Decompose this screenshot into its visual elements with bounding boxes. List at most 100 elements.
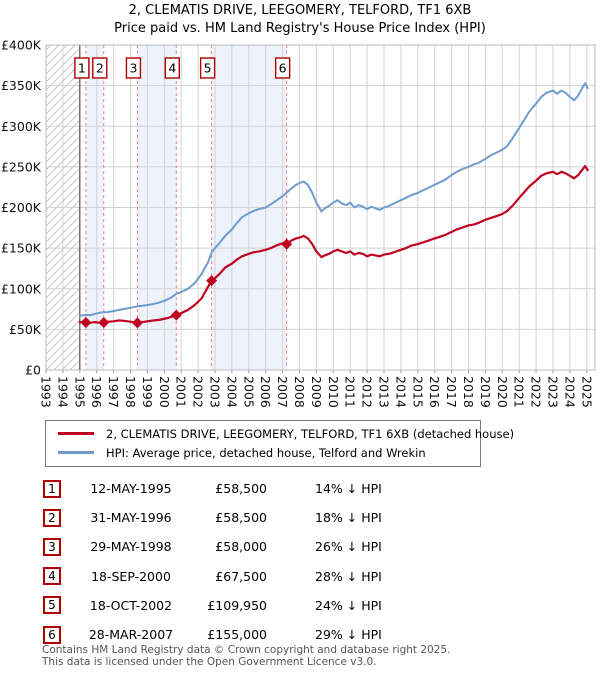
legend-label: HPI: Average price, detached house, Telf… — [106, 445, 426, 460]
x-tick-label: 2008 — [292, 376, 307, 408]
sale-price: £67,500 — [215, 568, 267, 584]
x-tick-label: 2016 — [427, 376, 442, 408]
legend-label: 2, CLEMATIS DRIVE, LEEGOMERY, TELFORD, T… — [106, 426, 515, 441]
sale-marker — [131, 317, 143, 329]
x-tick-label: 1999 — [140, 376, 155, 408]
sale-hpi-difference: 24% ↓ HPI — [315, 597, 382, 613]
sale-number-badge: 6 — [43, 625, 61, 644]
sale-number-box — [125, 57, 142, 79]
sale-hpi-difference: 18% ↓ HPI — [315, 510, 382, 526]
x-tick-label: 2002 — [191, 376, 206, 408]
x-tick-label: 2015 — [410, 376, 425, 408]
sale-hpi-difference: 14% ↓ HPI — [315, 481, 382, 497]
x-tick-label: 2023 — [546, 376, 561, 408]
sale-date: 12-MAY-1995 — [90, 481, 172, 497]
x-tick-label: 2009 — [309, 376, 324, 408]
sale-number-badge: 3 — [43, 537, 61, 556]
price-chart: 1 2 3 4 5 6 £0 £50K £100K £150K £200K £250K £300K £35… — [1, 40, 596, 408]
sale-date: 29-MAY-1998 — [90, 539, 172, 555]
x-tick-label: 2024 — [562, 376, 577, 408]
hpi-line — [78, 82, 589, 317]
sale-marker — [206, 275, 218, 287]
sale-number-box — [199, 57, 216, 79]
license-footer: Contains HM Land Registry data © Crown c… — [42, 644, 450, 668]
x-tick-label: 2022 — [529, 376, 544, 408]
sale-marker — [98, 316, 110, 328]
sale-number-box — [92, 57, 108, 79]
x-tick-label: 2017 — [444, 376, 459, 408]
sale-number-label: 6 — [279, 61, 287, 76]
sale-number-box — [274, 57, 291, 79]
sale-price: £58,500 — [215, 510, 267, 526]
footer-line-2: This data is licensed under the Open Gov… — [42, 655, 377, 668]
table-row: 6 28-MAR-2007 £155,000 29% ↓ HPI — [43, 620, 563, 649]
table-row: 3 29-MAY-1998 £58,000 26% ↓ HPI — [43, 532, 563, 561]
sale-number-label: 1 — [78, 61, 86, 76]
sale-hpi-difference: 28% ↓ HPI — [315, 568, 382, 584]
sale-number-label: 2 — [96, 61, 104, 76]
sale-marker — [281, 238, 293, 250]
sale-number-box — [74, 57, 90, 79]
property-line — [78, 165, 589, 324]
x-tick-label: 2004 — [224, 376, 239, 408]
x-tick-label: 2003 — [208, 376, 223, 408]
x-tick-label: 1995 — [72, 376, 87, 408]
sale-hpi-difference: 29% ↓ HPI — [315, 627, 382, 643]
x-tick-label: 2012 — [360, 376, 375, 408]
y-tick-label: £200K — [1, 200, 42, 215]
sales-table: 1 12-MAY-1995 £58,500 14% ↓ HPI 2 31-MAY-1996… — [43, 474, 563, 649]
legend-item: 2, CLEMATIS DRIVE, LEEGOMERY, TELFORD, T… — [46, 424, 514, 443]
plot-border — [45, 44, 596, 371]
x-tick-label: 2006 — [258, 376, 273, 408]
x-tick-label: 2019 — [478, 376, 493, 408]
x-tick-label: 2005 — [241, 376, 256, 408]
sale-marker — [170, 309, 182, 321]
table-row: 1 12-MAY-1995 £58,500 14% ↓ HPI — [43, 474, 563, 503]
sale-price: £155,000 — [207, 627, 267, 643]
x-tick-label: 1994 — [55, 376, 70, 408]
table-row: 2 31-MAY-1996 £58,500 18% ↓ HPI — [43, 503, 563, 532]
sale-number-badge: 1 — [43, 479, 61, 498]
sale-number-box — [164, 57, 180, 79]
y-tick-label: £350K — [1, 78, 42, 93]
sale-price: £58,500 — [215, 481, 267, 497]
table-row: 4 18-SEP-2000 £67,500 28% ↓ HPI — [43, 562, 563, 591]
sale-number-badge: 5 — [43, 596, 61, 615]
sale-number-badge: 4 — [43, 567, 61, 586]
sale-number-label: 5 — [204, 61, 212, 76]
legend-item: HPI: Average price, detached house, Telf… — [46, 443, 480, 462]
property-line-swatch — [58, 432, 94, 435]
y-tick-label: £400K — [1, 40, 42, 53]
page-subtitle: Price paid vs. HM Land Registry's House … — [114, 21, 486, 36]
x-tick-label: 2014 — [393, 376, 408, 408]
x-tick-label: 1993 — [39, 376, 54, 408]
y-tick-label: £50K — [9, 322, 42, 337]
x-tick-label: 2025 — [579, 376, 594, 408]
y-tick-label: £250K — [1, 159, 42, 174]
sale-date: 31-MAY-1996 — [90, 510, 172, 526]
sale-price: £58,000 — [215, 539, 267, 555]
chart-legend: 2, CLEMATIS DRIVE, LEEGOMERY, TELFORD, T… — [45, 420, 514, 467]
x-tick-label: 2001 — [174, 376, 189, 408]
sale-number-label: 3 — [129, 61, 137, 76]
y-tick-label: £150K — [1, 241, 42, 256]
x-tick-label: 2021 — [512, 376, 527, 408]
x-tick-label: 2020 — [495, 376, 510, 408]
x-tick-label: 2018 — [461, 376, 476, 408]
sale-marker — [80, 316, 92, 328]
y-tick-label: £0 — [25, 363, 41, 378]
x-tick-label: 2007 — [275, 376, 290, 408]
x-tick-label: 2000 — [157, 376, 172, 408]
y-tick-label: £100K — [1, 281, 42, 296]
x-tick-label: 2011 — [343, 376, 358, 408]
sale-date: 18-SEP-2000 — [91, 568, 171, 584]
sale-number-label: 4 — [168, 61, 176, 76]
y-tick-label: £300K — [1, 119, 42, 134]
x-tick-label: 1998 — [123, 376, 138, 408]
sale-price: £109,950 — [207, 597, 267, 613]
sale-number-badge: 2 — [43, 508, 61, 527]
hpi-line-swatch — [58, 451, 94, 454]
page-title: 2, CLEMATIS DRIVE, LEEGOMERY, TELFORD, T… — [128, 3, 472, 18]
table-row: 5 18-OCT-2002 £109,950 24% ↓ HPI — [43, 591, 563, 620]
